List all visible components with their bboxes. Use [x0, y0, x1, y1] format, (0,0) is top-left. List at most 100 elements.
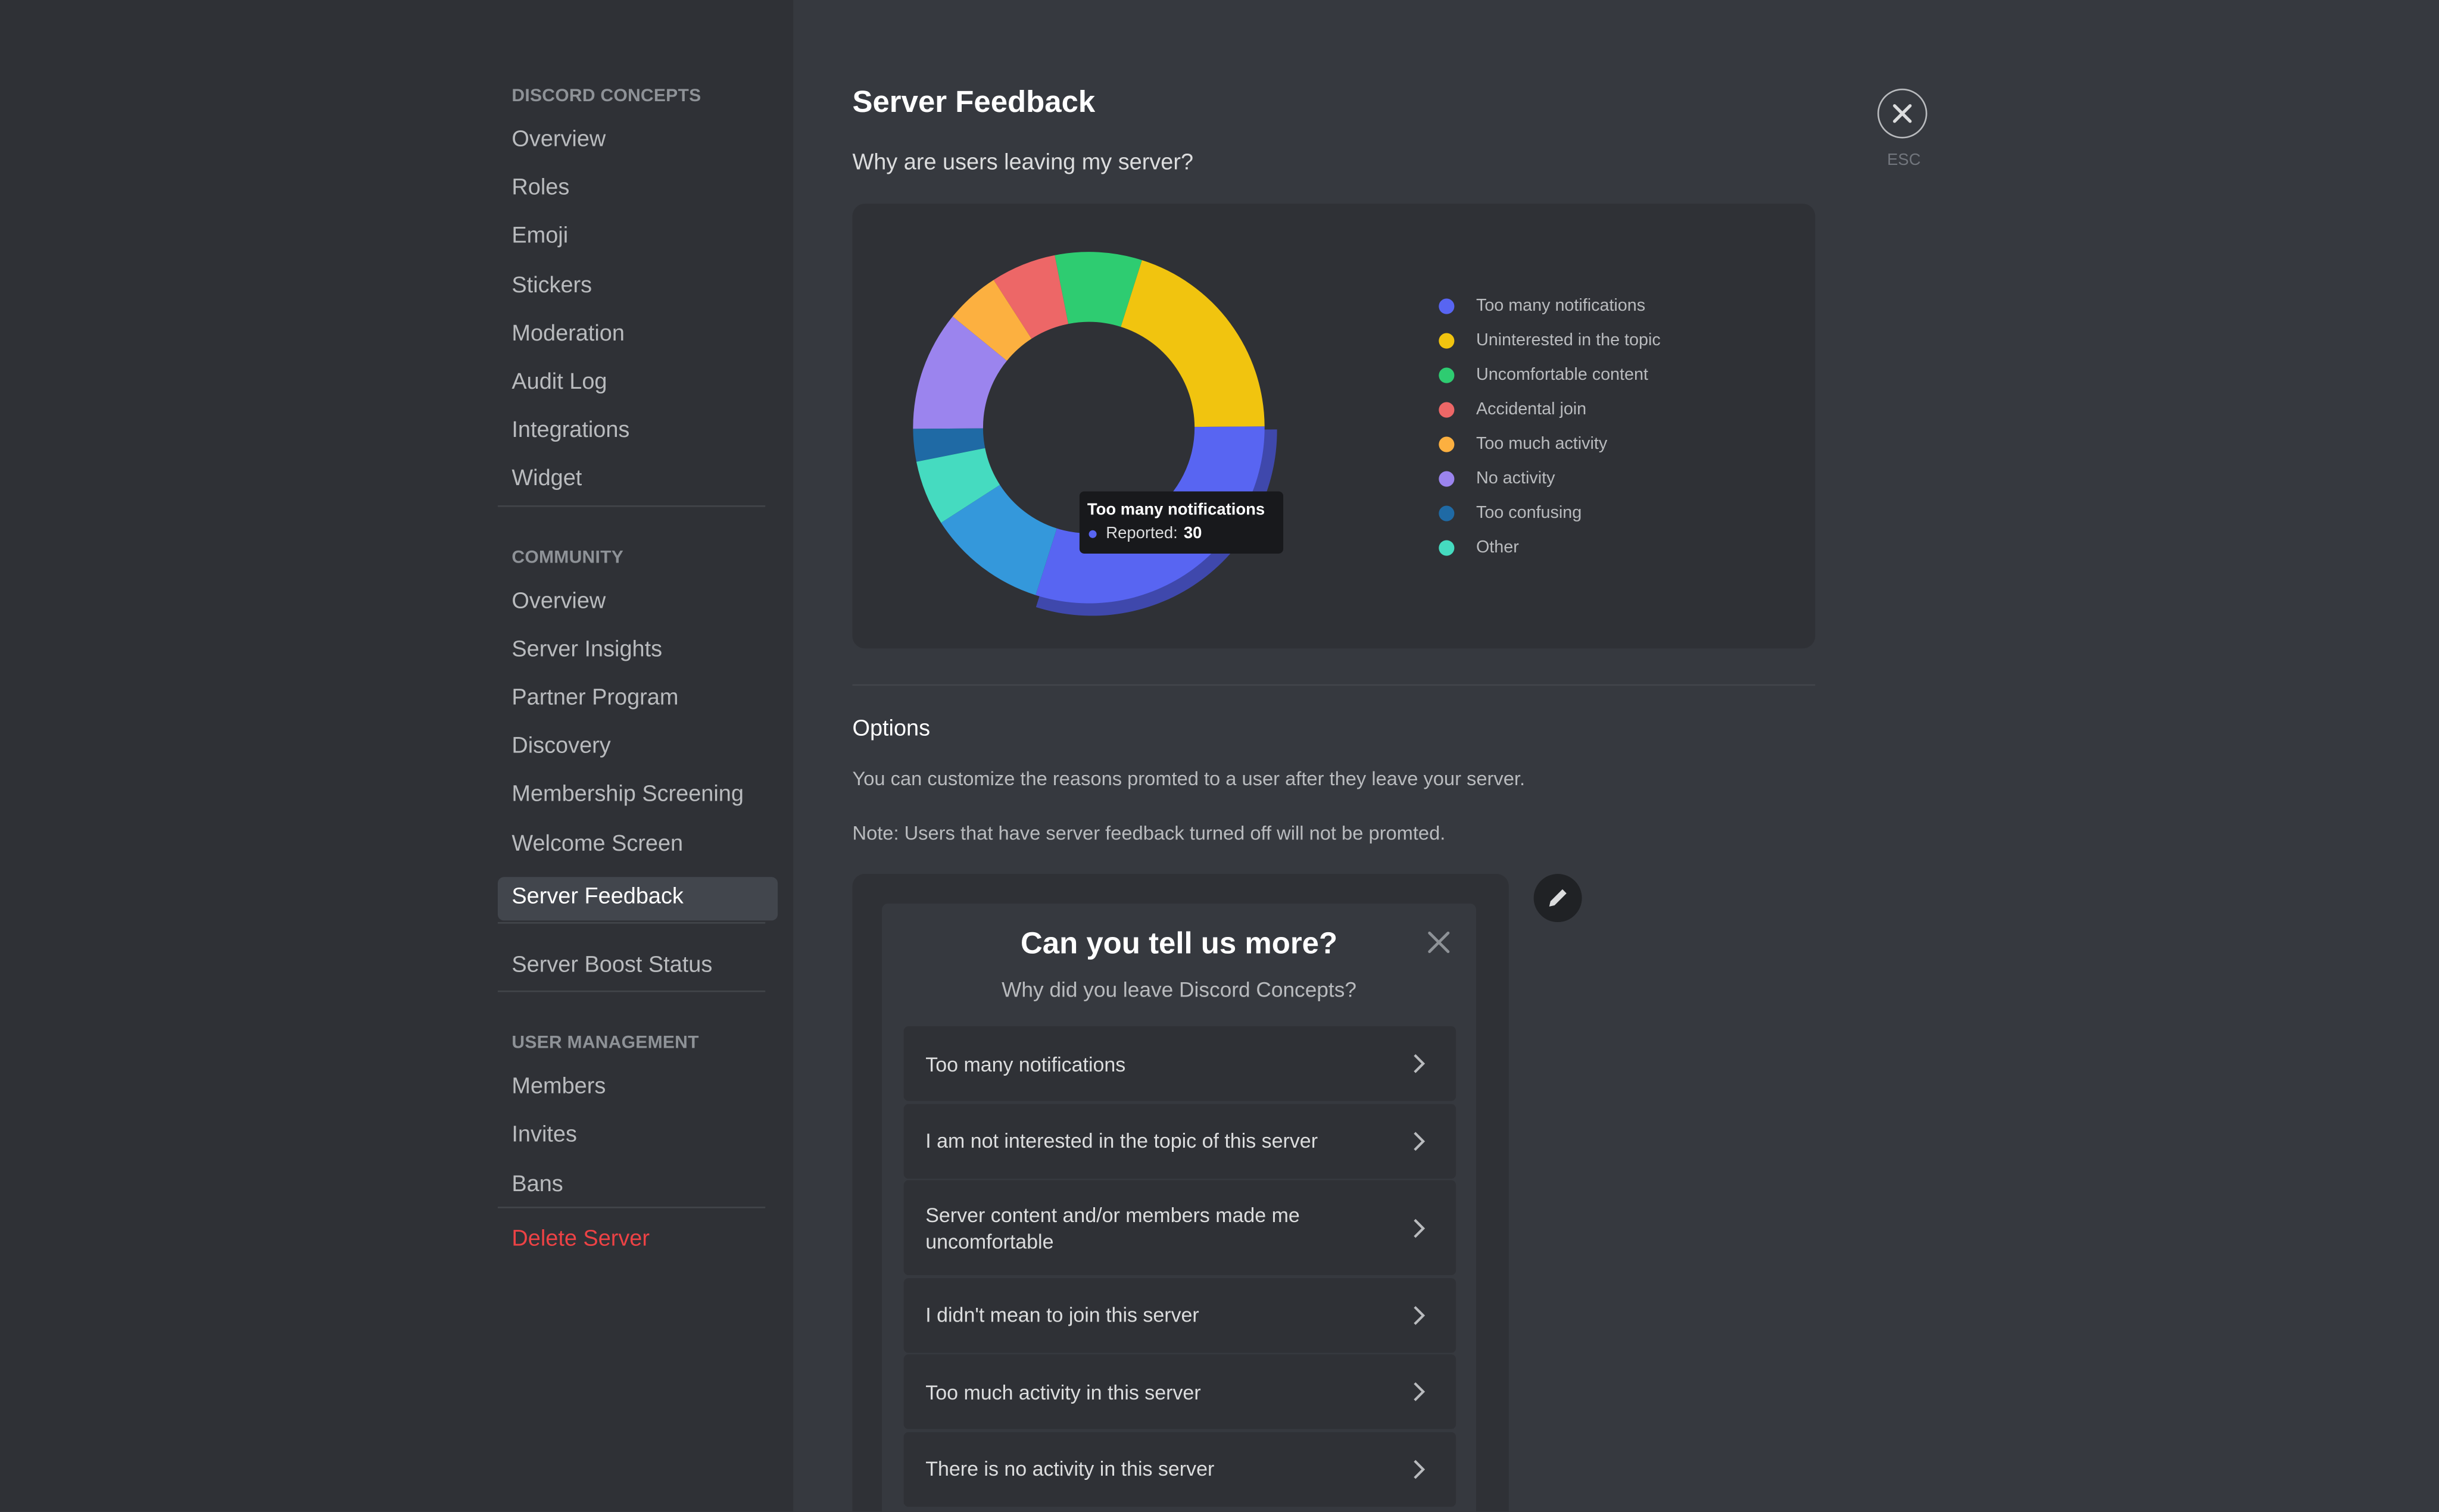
sidebar-item[interactable]: Server Feedback: [511, 884, 684, 910]
sidebar-item[interactable]: Server Insights: [511, 637, 663, 663]
sidebar-section-header: USER MANAGEMENT: [511, 1034, 699, 1053]
sidebar-item[interactable]: Emoji: [511, 224, 569, 249]
legend-dot: [1439, 367, 1455, 383]
donut-chart: Too many notifications Uninterested in th…: [913, 252, 1661, 616]
modal-title: Can you tell us more?: [1020, 926, 1338, 961]
section-divider: [852, 684, 1816, 686]
chevron-icon: [1414, 1305, 1426, 1324]
legend-label: Uninterested in the topic: [1476, 330, 1661, 349]
sidebar-item[interactable]: Invites: [511, 1123, 577, 1148]
sidebar-item[interactable]: Overview: [511, 127, 606, 152]
chevron: [1411, 1458, 1426, 1480]
options-title: Options: [852, 717, 931, 742]
reason-text: Server content and/or members made me un…: [925, 1202, 1300, 1253]
reason-text: There is no activity in this server: [925, 1457, 1215, 1480]
chevron: [1411, 1130, 1426, 1152]
legend-label: Too many notifications: [1476, 296, 1645, 315]
question: Why are users leaving my server?: [852, 151, 1194, 176]
sidebar-item[interactable]: Discovery: [511, 734, 611, 760]
donut-segment: [952, 280, 1032, 361]
reason-option[interactable]: Server content and/or members made me un…: [903, 1180, 1456, 1276]
chevron: [1411, 1304, 1426, 1326]
reason-option[interactable]: I didn't mean to join this server: [903, 1277, 1456, 1352]
chevron-icon: [1414, 1382, 1426, 1401]
sidebar-section-header: COMMUNITY: [511, 548, 624, 567]
sidebar-item[interactable]: Audit Log: [511, 370, 607, 395]
reason-text: Too much activity in this server: [925, 1380, 1201, 1404]
chevron: [1411, 1381, 1426, 1403]
tooltip-title: Too many notifications: [1087, 501, 1265, 520]
modal-close[interactable]: [1425, 928, 1453, 956]
reason-text: Too many notifications: [925, 1052, 1126, 1076]
edit-button[interactable]: [1533, 874, 1582, 923]
sidebar-item[interactable]: Stickers: [511, 273, 592, 298]
legend-label: Uncomfortable content: [1476, 365, 1648, 384]
pencil-icon: [1549, 889, 1567, 907]
donut-segment: [993, 255, 1069, 339]
legend-label: Other: [1476, 538, 1519, 557]
close-button[interactable]: [1877, 88, 1928, 139]
reason-option[interactable]: There is no activity in this server: [903, 1431, 1456, 1506]
legend-dot: [1439, 471, 1455, 487]
chevron-icon: [1414, 1218, 1426, 1238]
donut-segment: [913, 316, 1007, 429]
page-title: Server Feedback: [852, 85, 1096, 120]
chevron-icon: [1414, 1131, 1426, 1150]
sidebar-item[interactable]: Membership Screening: [511, 782, 744, 808]
sidebar: [0, 0, 794, 1512]
modal-subtitle: Why did you leave Discord Concepts?: [1002, 978, 1356, 1002]
legend-dot: [1439, 402, 1455, 418]
tooltip-dot: [1088, 530, 1097, 538]
donut-segment: [916, 448, 1000, 523]
preview-modal: Can you tell us more? Why did you leave D…: [882, 903, 1476, 1512]
reason-option[interactable]: Too many notifications: [903, 1026, 1456, 1101]
sidebar-item[interactable]: Roles: [511, 176, 570, 201]
sidebar-item[interactable]: Integrations: [511, 418, 630, 443]
sidebar-item[interactable]: Server Boost Status: [511, 953, 713, 979]
donut-segment: [1055, 252, 1142, 327]
close-icon: [1893, 104, 1912, 123]
legend-dot: [1439, 333, 1455, 349]
chevron: [1411, 1217, 1426, 1239]
sidebar-item-selected-bg: [497, 876, 778, 920]
tooltip-label: Reported:: [1106, 524, 1178, 543]
delete-server[interactable]: Delete Server: [511, 1227, 650, 1252]
sidebar-section-header: DISCORD CONCEPTS: [511, 87, 701, 106]
chevron-icon: [1414, 1054, 1426, 1073]
donut-segment: [913, 428, 985, 462]
esc-label: ESC: [1887, 151, 1921, 170]
reason-text: I am not interested in the topic of this…: [925, 1129, 1318, 1152]
sidebar-divider: [497, 1207, 766, 1208]
options-note: Note: Users that have server feedback tu…: [852, 822, 1446, 845]
donut-segment: [1121, 260, 1265, 427]
tooltip-value: 30: [1183, 524, 1202, 543]
chevron: [1411, 1052, 1426, 1074]
legend-dot: [1439, 436, 1455, 452]
sidebar-divider: [497, 991, 766, 993]
modal-close-icon: [1428, 931, 1450, 954]
sidebar-item[interactable]: Partner Program: [511, 685, 679, 711]
legend-label: No activity: [1476, 468, 1555, 488]
reason-text: I didn't mean to join this server: [925, 1303, 1199, 1327]
legend-dot: [1439, 540, 1455, 556]
legend-label: Too much activity: [1476, 434, 1608, 453]
options-description: You can customize the reasons promted to…: [852, 768, 1526, 790]
sidebar-divider: [497, 504, 766, 507]
sidebar-item[interactable]: Widget: [511, 467, 582, 492]
sidebar-divider: [497, 922, 766, 924]
sidebar-item[interactable]: Moderation: [511, 321, 625, 346]
reason-option[interactable]: Too much activity in this server: [903, 1354, 1456, 1429]
legend-dot: [1439, 298, 1455, 314]
legend-label: Accidental join: [1476, 399, 1586, 418]
chevron-icon: [1414, 1459, 1426, 1479]
reason-option[interactable]: I am not interested in the topic of this…: [903, 1103, 1456, 1178]
sidebar-item[interactable]: Members: [511, 1074, 606, 1100]
sidebar-item[interactable]: Welcome Screen: [511, 831, 684, 857]
sidebar-item[interactable]: Bans: [511, 1172, 563, 1197]
legend-dot: [1439, 505, 1455, 521]
donut-segment: [941, 485, 1057, 595]
legend-label: Too confusing: [1476, 503, 1582, 522]
chart-tooltip: Too many notifications Reported: 30: [1079, 491, 1284, 554]
sidebar-item[interactable]: Overview: [511, 588, 606, 614]
